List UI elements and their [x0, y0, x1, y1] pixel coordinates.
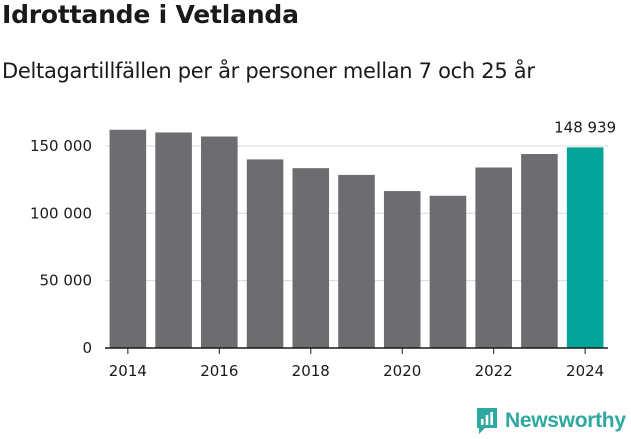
data-label: 148 939: [554, 118, 616, 136]
bar-2019: [338, 174, 375, 348]
bar-2022: [475, 167, 512, 348]
x-axis-ticks: 2014 2016 2018 2020 2022 2024: [109, 348, 604, 380]
x-tick-label: 2016: [200, 362, 238, 380]
y-axis-ticks: 0 50 000 100 000 150 000: [30, 137, 92, 357]
y-tick-label: 50 000: [40, 272, 93, 290]
y-tick-label: 150 000: [30, 137, 92, 155]
bar-2017: [246, 159, 284, 348]
bar-2023: [521, 154, 558, 348]
y-tick-label: 100 000: [30, 204, 92, 222]
x-tick-label: 2014: [109, 362, 147, 380]
bar-2014: [109, 129, 147, 348]
x-tick-label: 2024: [566, 362, 604, 380]
bar-2016: [201, 136, 238, 348]
bar-2020: [383, 191, 421, 348]
brand-name: Newsworthy: [505, 409, 626, 432]
chart-title: Idrottande i Vetlanda: [2, 0, 299, 29]
y-tick-label: 0: [82, 339, 92, 357]
bar-2021: [429, 195, 467, 348]
chart-subtitle: Deltagartillfällen per år personer mella…: [2, 59, 535, 83]
newsworthy-logo-icon: [477, 408, 497, 434]
bar-2015: [155, 132, 192, 348]
x-tick-label: 2018: [292, 362, 330, 380]
bar-2018: [292, 168, 330, 348]
data-labels: 148 939: [554, 118, 616, 136]
brand-logo: Newsworthy: [475, 404, 626, 438]
bar-2024: [566, 147, 604, 348]
x-tick-label: 2020: [383, 362, 421, 380]
bars: [109, 129, 604, 348]
x-tick-label: 2022: [475, 362, 513, 380]
